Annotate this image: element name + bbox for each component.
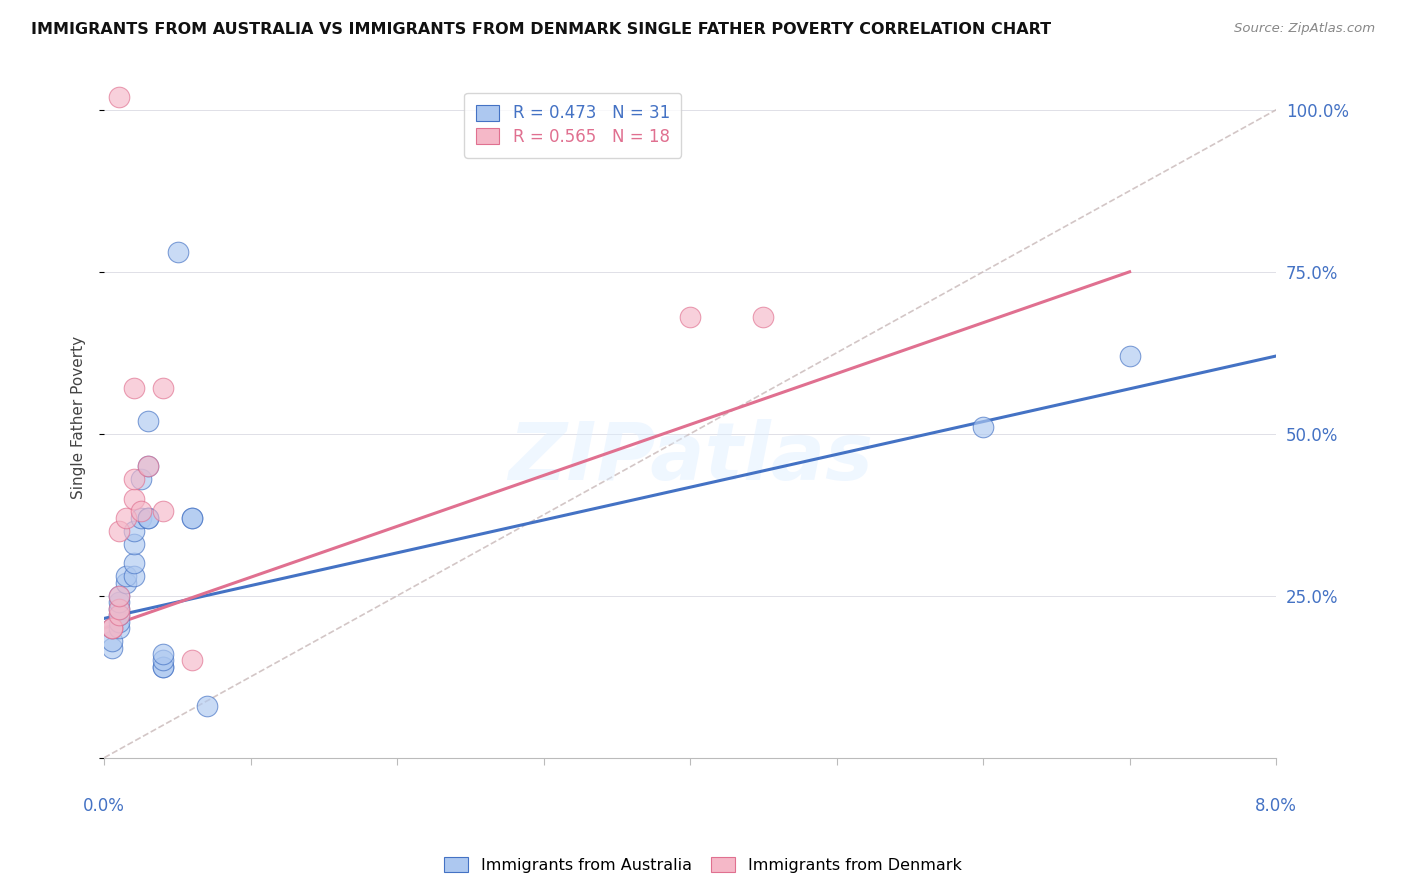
Point	[100, 634, 122, 648]
Text: 0.0%: 0.0%	[83, 797, 125, 814]
Point	[129, 511, 152, 525]
Point	[181, 511, 204, 525]
Text: Source: ZipAtlas.com: Source: ZipAtlas.com	[1234, 22, 1375, 36]
Y-axis label: Single Father Poverty: Single Father Poverty	[72, 336, 86, 500]
Point	[122, 569, 145, 583]
Legend: R = 0.473   N = 31, R = 0.565   N = 18: R = 0.473 N = 31, R = 0.565 N = 18	[464, 93, 682, 158]
Point	[152, 647, 174, 661]
Point	[122, 557, 145, 571]
Point	[679, 310, 702, 325]
Text: 8.0%: 8.0%	[1256, 797, 1298, 814]
Point	[108, 601, 131, 615]
Point	[136, 511, 159, 525]
Point	[108, 589, 131, 603]
Point	[152, 504, 174, 518]
Point	[1118, 349, 1140, 363]
Point	[136, 459, 159, 474]
Point	[972, 420, 994, 434]
Point	[152, 381, 174, 395]
Point	[152, 660, 174, 674]
Point	[108, 608, 131, 623]
Legend: Immigrants from Australia, Immigrants from Denmark: Immigrants from Australia, Immigrants fr…	[437, 851, 969, 880]
Point	[152, 653, 174, 667]
Point	[136, 414, 159, 428]
Point	[195, 698, 218, 713]
Point	[100, 621, 122, 635]
Point	[122, 472, 145, 486]
Point	[152, 660, 174, 674]
Point	[115, 511, 138, 525]
Text: ZIPatlas: ZIPatlas	[508, 419, 873, 498]
Point	[752, 310, 775, 325]
Point	[100, 621, 122, 635]
Point	[108, 615, 131, 629]
Point	[108, 595, 131, 609]
Point	[108, 589, 131, 603]
Point	[181, 511, 204, 525]
Point	[115, 575, 138, 590]
Point	[181, 653, 204, 667]
Text: IMMIGRANTS FROM AUSTRALIA VS IMMIGRANTS FROM DENMARK SINGLE FATHER POVERTY CORRE: IMMIGRANTS FROM AUSTRALIA VS IMMIGRANTS …	[31, 22, 1052, 37]
Point	[122, 381, 145, 395]
Point	[122, 524, 145, 538]
Point	[108, 90, 131, 104]
Point	[108, 601, 131, 615]
Point	[108, 524, 131, 538]
Point	[115, 569, 138, 583]
Point	[108, 608, 131, 623]
Point	[129, 472, 152, 486]
Point	[108, 621, 131, 635]
Point	[136, 459, 159, 474]
Point	[122, 491, 145, 506]
Point	[122, 537, 145, 551]
Point	[100, 621, 122, 635]
Point	[166, 245, 188, 260]
Point	[100, 640, 122, 655]
Point	[129, 504, 152, 518]
Point	[136, 511, 159, 525]
